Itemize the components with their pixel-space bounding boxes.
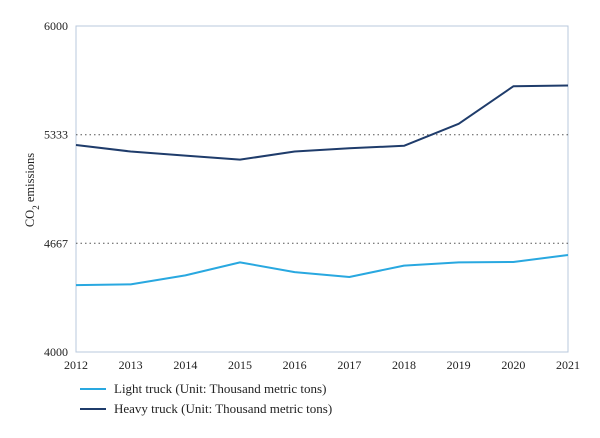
x-tick-label: 2014 [173,358,197,372]
x-tick-label: 2013 [119,358,143,372]
legend-label-1: Heavy truck (Unit: Thousand metric tons) [114,401,332,416]
x-axis-ticks: 2012 2013 2014 2015 2016 2017 2018 2019 2020 2021 [64,358,580,372]
x-tick-label: 2018 [392,358,416,372]
y-tick-label: 4000 [44,345,68,359]
reference-lines [76,134,568,244]
y-tick-label: 6000 [44,19,68,33]
y-axis-label: CO2 emissions [23,153,41,227]
y-axis-label-suffix: emissions [23,153,37,206]
y-axis-label-prefix: CO [23,210,37,227]
series-line-1 [75,84,569,161]
y-tick-label: 4667 [44,236,68,250]
x-tick-label: 2015 [228,358,252,372]
x-tick-label: 2012 [64,358,88,372]
legend-label-0: Light truck (Unit: Thousand metric tons) [114,381,326,396]
y-axis-label-subscript: 2 [31,205,41,210]
series-line-0 [75,254,569,287]
x-tick-label: 2016 [283,358,307,372]
legend: Light truck (Unit: Thousand metric tons)… [80,381,332,416]
series-lines [75,84,569,287]
x-tick-label: 2017 [337,358,361,372]
y-tick-label: 5333 [44,128,68,142]
y-axis-ticks: 4000 4667 5333 6000 [44,19,68,359]
x-tick-label: 2021 [556,358,580,372]
x-tick-label: 2019 [447,358,471,372]
x-tick-label: 2020 [501,358,525,372]
plot-area-frame [75,25,569,353]
